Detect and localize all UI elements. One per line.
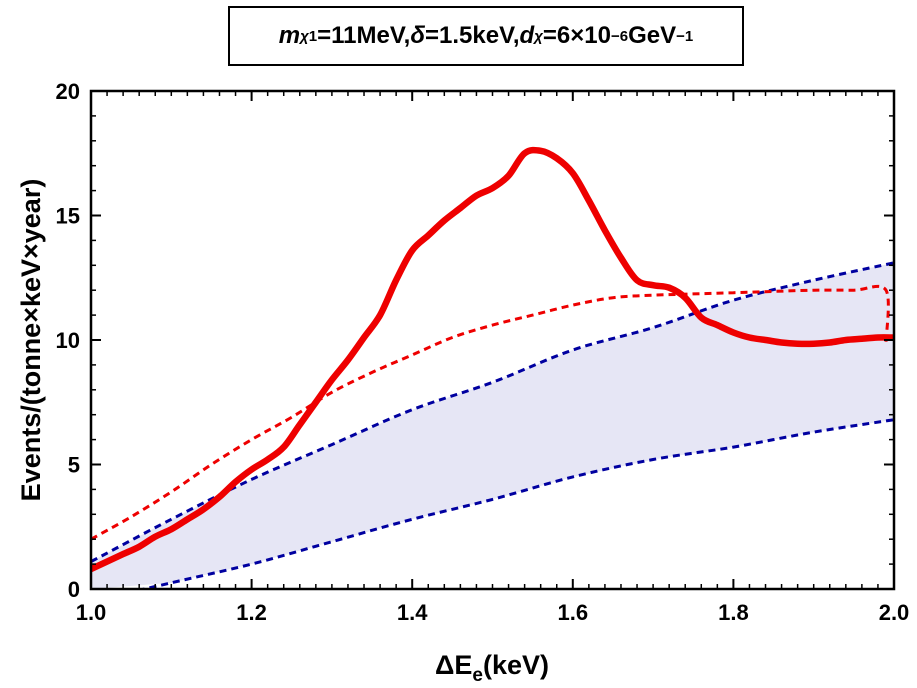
plot-frame: [89, 89, 896, 591]
y-tick-label: 20: [56, 79, 80, 104]
chart-title: m χ1 =11MeV, δ =1.5keV, d χ =6×10 −6 GeV −1: [228, 6, 744, 66]
title-mass-subscript: χ1: [300, 27, 318, 45]
title-dipole-subscript: χ: [534, 27, 543, 45]
x-axis-label-unit: (keV): [483, 650, 549, 680]
y-tick-label: 5: [68, 453, 80, 478]
title-delta-symbol: δ: [410, 22, 425, 49]
series-line-blue-dashed-lower: [137, 418, 894, 589]
x-axis-label-sub: e: [472, 665, 483, 686]
band-layer: [91, 262, 894, 589]
y-tick-label: 0: [68, 577, 80, 602]
x-tick-label: 1.6: [558, 600, 589, 625]
title-dipole-unit-exponent: −1: [676, 27, 694, 45]
tick-label-layer: 1.0 1.2 1.4 1.6 1.8 2.0 0 5 10 15 20: [56, 79, 910, 625]
x-axis-label-delta: ΔE: [435, 650, 472, 680]
y-tick-label: 15: [56, 204, 80, 229]
x-tick-label: 1.4: [397, 600, 428, 625]
y-tick-label: 10: [56, 328, 80, 353]
x-tick-label: 2.0: [879, 600, 910, 625]
title-dipole-symbol: d: [519, 22, 535, 49]
title-dipole-exponent: −6: [610, 27, 629, 45]
series-layer: [91, 146, 894, 589]
x-tick-label: 1.2: [236, 600, 267, 625]
title-mass-symbol: m: [278, 22, 301, 49]
band-area: [91, 262, 894, 589]
title-delta-value: =1.5keV,: [425, 22, 520, 49]
x-tick-label: 1.0: [76, 600, 107, 625]
series-line-red-dashed: [91, 284, 890, 541]
title-mass-value: =11MeV,: [317, 22, 411, 49]
series-line-signal: [91, 146, 894, 573]
series-line-blue-dashed-upper: [91, 261, 894, 563]
x-axis-label: ΔEe(keV): [435, 650, 549, 686]
title-dipole-value: =6×10: [542, 22, 611, 49]
x-tick-label: 1.8: [718, 600, 749, 625]
y-axis-label: Events/(tonne×keV×year): [16, 179, 46, 502]
title-dipole-unit: GeV: [628, 22, 677, 49]
